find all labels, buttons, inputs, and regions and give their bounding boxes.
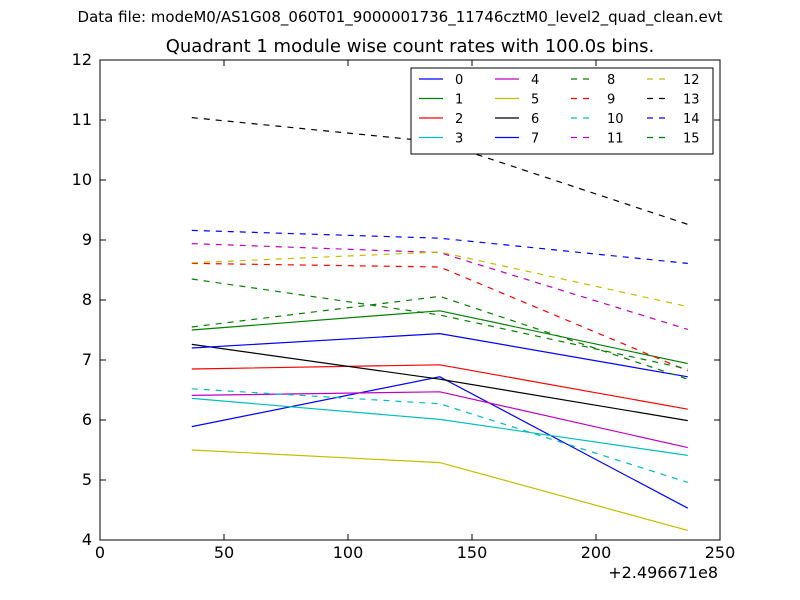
x-axis-ticks: 0 50 100 150 200 250 xyxy=(95,60,735,562)
series-line-13 xyxy=(191,117,688,225)
y-tick-label: 9 xyxy=(82,230,92,249)
series-line-11 xyxy=(191,243,688,330)
y-tick-label: 11 xyxy=(72,110,92,129)
legend-label-15: 15 xyxy=(683,132,700,147)
legend-label-11: 11 xyxy=(607,132,624,147)
x-tick-label: 50 xyxy=(214,543,234,562)
series-line-5 xyxy=(191,449,688,531)
y-tick-label: 6 xyxy=(82,410,92,429)
legend-label-14: 14 xyxy=(683,112,700,127)
x-tick-label: 100 xyxy=(333,543,364,562)
series-line-12 xyxy=(191,251,688,308)
y-tick-label: 5 xyxy=(82,470,92,489)
legend-label-10: 10 xyxy=(607,112,624,127)
series-line-2 xyxy=(191,364,688,410)
y-tick-label: 7 xyxy=(82,350,92,369)
legend-box xyxy=(410,67,714,155)
legend-label-1: 1 xyxy=(455,93,463,108)
x-tick-label: 250 xyxy=(705,543,736,562)
series-line-0 xyxy=(191,376,689,509)
y-tick-label: 10 xyxy=(72,170,92,189)
x-offset-label: +2.496671e8 xyxy=(608,563,718,582)
legend-label-8: 8 xyxy=(607,73,615,88)
x-tick-label: 0 xyxy=(95,543,105,562)
legend-label-6: 6 xyxy=(531,112,539,127)
series-line-7 xyxy=(191,332,688,378)
legend-label-3: 3 xyxy=(455,132,463,147)
series-line-3 xyxy=(191,397,688,456)
chart-title: Quadrant 1 module wise count rates with … xyxy=(165,36,655,57)
series-line-10 xyxy=(191,388,688,483)
legend-label-13: 13 xyxy=(683,93,700,108)
series-line-4 xyxy=(191,391,688,449)
legend-label-4: 4 xyxy=(531,73,539,88)
y-tick-label: 4 xyxy=(82,530,92,549)
series-line-1 xyxy=(191,310,688,365)
series-line-8 xyxy=(191,295,688,380)
data-file-title: Data file: modeM0/AS1G08_060T01_90000017… xyxy=(77,8,723,26)
x-tick-label: 200 xyxy=(581,543,612,562)
legend-label-12: 12 xyxy=(683,73,700,88)
legend-label-9: 9 xyxy=(607,93,615,108)
legend-label-7: 7 xyxy=(531,132,539,147)
legend-label-5: 5 xyxy=(531,93,539,108)
legend-label-2: 2 xyxy=(455,112,463,127)
y-tick-label: 8 xyxy=(82,290,92,309)
y-tick-label: 12 xyxy=(72,50,92,69)
series-line-6 xyxy=(191,343,688,422)
x-tick-label: 150 xyxy=(457,543,488,562)
series-lines xyxy=(191,117,689,531)
legend-label-0: 0 xyxy=(455,73,463,88)
